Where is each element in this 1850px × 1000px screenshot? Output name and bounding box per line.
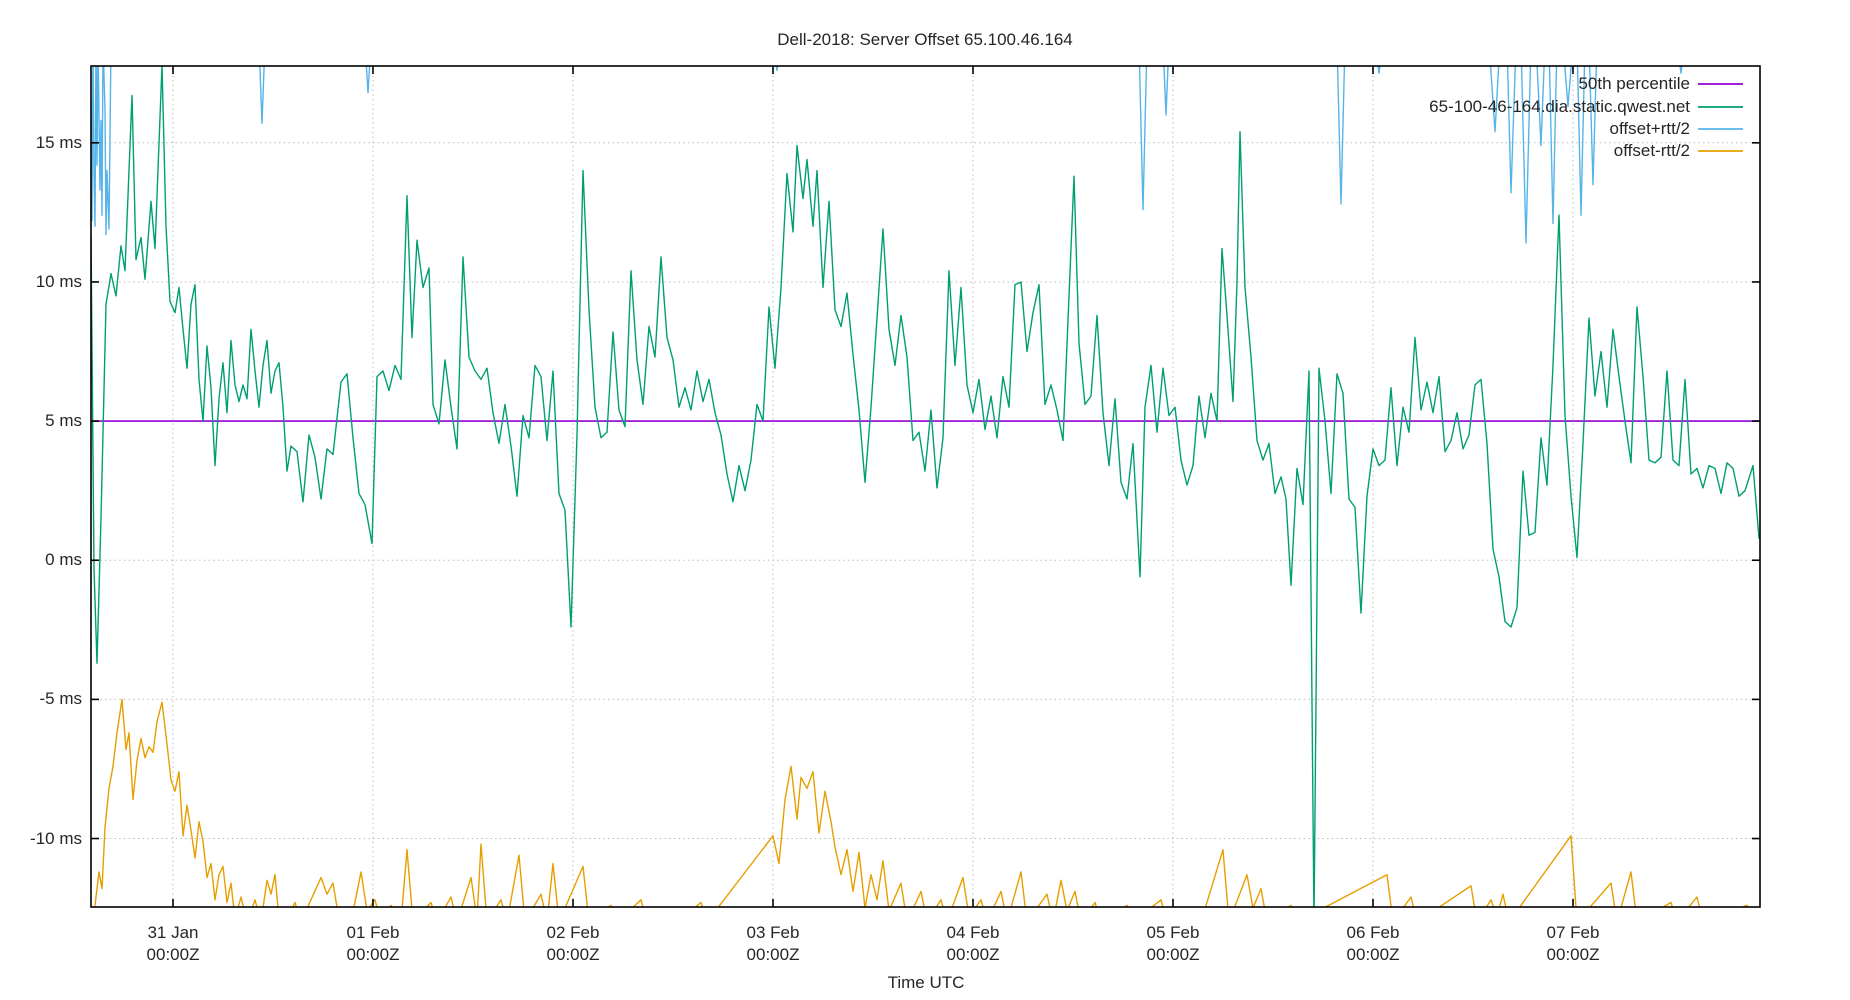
legend-label: 65-100-46-164.dia.static.qwest.net bbox=[1429, 96, 1690, 116]
legend-label: offset+rtt/2 bbox=[1609, 118, 1690, 138]
legend-entry: offset-rtt/2 bbox=[1614, 140, 1743, 162]
x-tick-date: 03 Feb bbox=[746, 923, 800, 942]
x-tick-label: 02 Feb 00:00Z bbox=[503, 922, 643, 966]
y-tick-label: -5 ms bbox=[39, 689, 83, 709]
x-axis-title: Time UTC bbox=[887, 973, 965, 992]
x-tick-date: 05 Feb bbox=[1146, 923, 1200, 942]
legend: 50th percentile 65-100-46-164.dia.static.… bbox=[1429, 73, 1743, 163]
x-tick-label: 07 Feb 00:00Z bbox=[1503, 922, 1643, 966]
legend-label: offset-rtt/2 bbox=[1613, 141, 1690, 161]
legend-line-sample-icon bbox=[1698, 150, 1743, 153]
x-tick-label: 06 Feb 00:00Z bbox=[1303, 922, 1443, 966]
x-tick-date: 01 Feb bbox=[346, 923, 400, 942]
x-tick-label: 01 Feb 00:00Z bbox=[303, 922, 443, 966]
x-tick-time: 00:00Z bbox=[1346, 945, 1400, 964]
legend-entry: 65-100-46-164.dia.static.qwest.net bbox=[1429, 95, 1743, 117]
x-tick-label: 03 Feb 00:00Z bbox=[703, 922, 843, 966]
x-tick-time: 00:00Z bbox=[546, 945, 600, 964]
series-line-offset-rtt-2 bbox=[91, 66, 1683, 244]
x-tick-time: 00:00Z bbox=[746, 945, 800, 964]
x-tick-label: 05 Feb 00:00Z bbox=[1103, 922, 1243, 966]
y-tick-label: 0 ms bbox=[45, 550, 82, 570]
x-tick-date: 07 Feb bbox=[1546, 923, 1600, 942]
series-line-65-100-46-164-dia-static-qwest-net bbox=[91, 66, 1760, 907]
x-tick-time: 00:00Z bbox=[1546, 945, 1600, 964]
legend-line-sample-icon bbox=[1698, 128, 1743, 130]
chart-title: Dell-2018: Server Offset 65.100.46.164 bbox=[777, 30, 1073, 49]
legend-entry: 50th percentile bbox=[1578, 73, 1743, 95]
x-tick-date: 06 Feb bbox=[1346, 923, 1400, 942]
x-tick-time: 00:00Z bbox=[146, 945, 200, 964]
legend-entry: offset+rtt/2 bbox=[1610, 118, 1743, 140]
legend-label: 50th percentile bbox=[1578, 74, 1690, 94]
x-tick-date: 04 Feb bbox=[946, 923, 1000, 942]
x-tick-label: 04 Feb 00:00Z bbox=[903, 922, 1043, 966]
x-tick-label: 31 Jan 00:00Z bbox=[103, 922, 243, 966]
legend-line-sample-icon bbox=[1698, 105, 1743, 108]
y-tick-label: 5 ms bbox=[45, 411, 82, 431]
x-tick-date: 31 Jan bbox=[147, 923, 199, 942]
x-tick-date: 02 Feb bbox=[546, 923, 600, 942]
y-tick-label: 10 ms bbox=[35, 271, 82, 291]
x-tick-time: 00:00Z bbox=[1146, 945, 1200, 964]
x-tick-time: 00:00Z bbox=[946, 945, 1000, 964]
y-tick-label: -10 ms bbox=[30, 828, 82, 848]
x-tick-time: 00:00Z bbox=[346, 945, 400, 964]
y-tick-label: 15 ms bbox=[35, 132, 82, 152]
legend-line-sample-icon bbox=[1698, 83, 1743, 86]
plot-border bbox=[90, 65, 1761, 908]
series-line-offset-rtt-2 bbox=[94, 698, 1749, 907]
